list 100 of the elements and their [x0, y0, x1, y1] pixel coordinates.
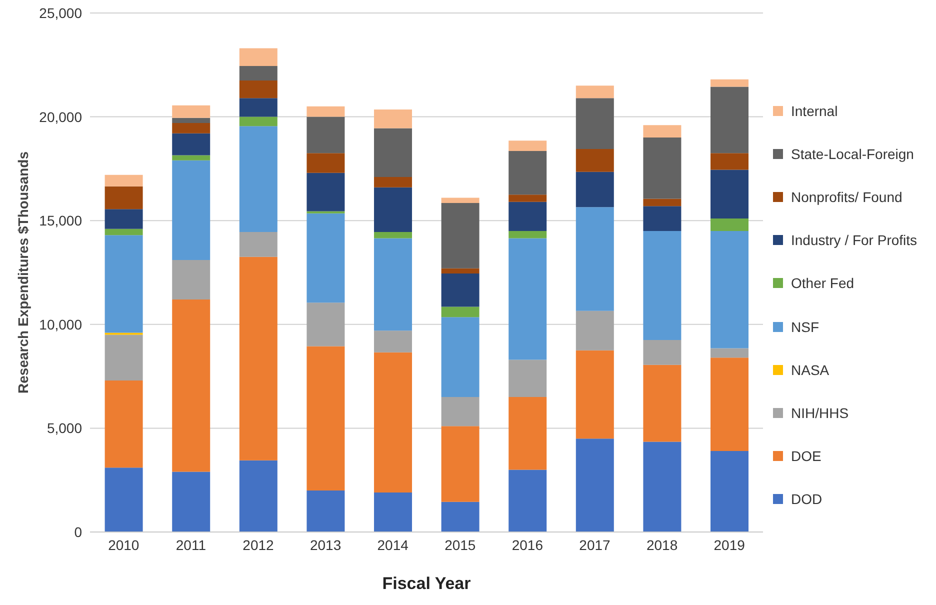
bar	[441, 502, 480, 532]
bar	[508, 140, 547, 152]
x-tick-label: 2015	[444, 536, 476, 553]
x-tick-label: 2018	[646, 536, 678, 553]
bar	[441, 306, 480, 318]
bar	[441, 274, 480, 307]
x-tick-label: 2014	[377, 536, 409, 553]
bar	[239, 66, 278, 80]
bar	[508, 151, 547, 195]
bar	[374, 330, 412, 352]
bar	[374, 177, 412, 188]
bar	[441, 198, 480, 203]
legend-label: NSF	[791, 318, 819, 335]
bar	[172, 160, 210, 260]
bar	[239, 48, 278, 66]
bar	[508, 230, 547, 238]
bar	[508, 194, 547, 202]
bar	[576, 98, 614, 149]
bar	[710, 170, 749, 219]
x-axis-title: Fiscal Year	[382, 574, 472, 594]
bar	[172, 118, 210, 124]
bar	[306, 116, 345, 154]
bar	[374, 492, 412, 532]
x-tick-label: 2013	[310, 536, 342, 553]
legend-label: NIH/HHS	[791, 404, 849, 421]
bar	[710, 153, 749, 170]
bar	[710, 348, 749, 358]
bar	[306, 346, 345, 490]
bar	[643, 364, 682, 442]
bar	[576, 350, 614, 439]
bar	[643, 206, 682, 231]
bar	[104, 380, 143, 468]
bar	[239, 256, 278, 460]
bar	[643, 138, 682, 199]
bar	[710, 358, 749, 452]
bar	[374, 128, 412, 178]
bar	[643, 125, 682, 138]
bar	[576, 438, 614, 532]
bar	[508, 238, 547, 360]
bar	[441, 202, 480, 268]
bar	[710, 230, 749, 348]
y-axis-title: Research Expenditures $Thousands	[14, 151, 31, 394]
bar	[172, 133, 210, 156]
bar	[643, 340, 682, 365]
legend-label: NASA	[791, 362, 830, 378]
bar	[306, 490, 345, 532]
bar	[239, 232, 278, 257]
bar	[441, 317, 480, 398]
bar	[576, 86, 614, 98]
bar	[441, 268, 480, 274]
bar	[172, 155, 210, 160]
bar	[104, 235, 143, 333]
bar	[239, 126, 278, 232]
bar	[576, 207, 614, 311]
legend-label: Internal	[791, 103, 838, 119]
bar	[306, 106, 345, 117]
bar	[374, 110, 412, 128]
y-tick-label: 0	[74, 524, 82, 540]
bar	[710, 79, 749, 87]
bar	[441, 426, 480, 502]
legend-label: State-Local-Foreign	[791, 146, 914, 162]
bar	[306, 153, 345, 173]
bar	[306, 302, 345, 346]
bar	[239, 116, 278, 126]
y-tick-label: 15,000	[39, 212, 82, 229]
bar	[576, 172, 614, 208]
bar	[374, 187, 412, 232]
y-tick-label: 10,000	[39, 316, 82, 332]
bar	[172, 260, 210, 300]
bar	[374, 238, 412, 331]
x-tick-label: 2010	[108, 536, 140, 553]
bar	[643, 230, 682, 340]
bar	[710, 451, 749, 532]
bar	[710, 218, 749, 231]
bar	[306, 172, 345, 212]
bar	[643, 442, 682, 532]
bar	[576, 310, 614, 350]
y-tick-label: 5,000	[46, 420, 82, 436]
bar	[239, 460, 278, 532]
bar	[576, 148, 614, 172]
x-tick-label: 2019	[714, 536, 746, 553]
legend-label: DOE	[791, 448, 822, 464]
bar	[172, 123, 210, 134]
bar	[441, 397, 480, 426]
x-tick-label: 2012	[242, 536, 274, 553]
bar	[508, 360, 547, 398]
bar	[104, 334, 143, 380]
bar	[104, 174, 143, 186]
bar	[374, 232, 412, 238]
bar	[104, 468, 143, 532]
bar	[172, 105, 210, 118]
legend-label: Other Fed	[791, 275, 854, 292]
x-tick-label: 2011	[176, 536, 206, 553]
bar	[710, 86, 749, 154]
y-tick-label: 25,000	[39, 4, 82, 21]
bar	[239, 98, 278, 117]
bar	[104, 209, 143, 229]
bar	[643, 198, 682, 206]
y-tick-label: 20,000	[39, 108, 82, 125]
bar	[508, 397, 547, 470]
